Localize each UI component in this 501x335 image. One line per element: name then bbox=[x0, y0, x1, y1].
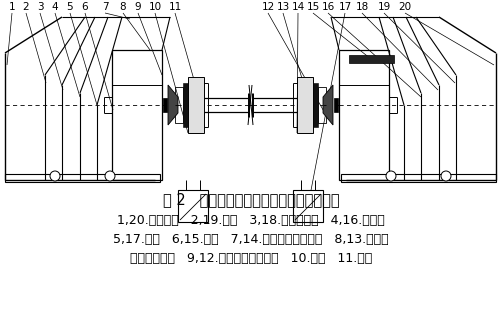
Text: 9: 9 bbox=[135, 2, 141, 12]
Text: 7: 7 bbox=[102, 2, 108, 12]
Text: 4: 4 bbox=[52, 2, 58, 12]
Text: 17: 17 bbox=[338, 2, 352, 12]
Text: 11: 11 bbox=[168, 2, 182, 12]
Text: 2: 2 bbox=[23, 2, 30, 12]
Text: 1,20.轨道轮架   2,19.轨道   3,18.进卸料风箱   4,16.钢丝绳: 1,20.轨道轮架 2,19.轨道 3,18.进卸料风箱 4,16.钢丝绳 bbox=[117, 214, 385, 227]
Bar bbox=[112, 50, 162, 180]
Bar bbox=[188, 77, 204, 133]
Text: 端石墨密封环   9,12.进出料端锥面动环   10.链轮   11.炉管: 端石墨密封环 9,12.进出料端锥面动环 10.链轮 11.炉管 bbox=[130, 252, 372, 265]
Bar bbox=[183, 83, 188, 127]
Bar bbox=[349, 55, 394, 63]
Text: 5,17.重锤   6,15.滚轮   7,14.进出料端锥面静环   8,13.进出料: 5,17.重锤 6,15.滚轮 7,14.进出料端锥面静环 8,13.进出料 bbox=[113, 233, 389, 246]
Text: 15: 15 bbox=[307, 2, 320, 12]
Circle shape bbox=[105, 171, 115, 181]
Bar bbox=[293, 190, 323, 222]
Text: 10: 10 bbox=[148, 2, 161, 12]
Text: 14: 14 bbox=[292, 2, 305, 12]
Text: 6: 6 bbox=[82, 2, 88, 12]
Text: 5: 5 bbox=[67, 2, 73, 12]
Bar bbox=[297, 77, 313, 133]
Bar bbox=[318, 87, 326, 123]
Text: 16: 16 bbox=[321, 2, 335, 12]
Bar bbox=[313, 83, 318, 127]
Polygon shape bbox=[323, 85, 333, 125]
Text: 18: 18 bbox=[355, 2, 369, 12]
Circle shape bbox=[50, 171, 60, 181]
Circle shape bbox=[441, 171, 451, 181]
Bar bbox=[339, 50, 389, 180]
Text: 13: 13 bbox=[277, 2, 290, 12]
Text: 19: 19 bbox=[377, 2, 391, 12]
Text: 8: 8 bbox=[120, 2, 126, 12]
Text: 图 2   重锤式自补偿动密封装置总体示意图: 图 2 重锤式自补偿动密封装置总体示意图 bbox=[163, 192, 339, 207]
Bar bbox=[178, 190, 208, 222]
Bar bbox=[341, 174, 496, 182]
Bar bbox=[163, 98, 167, 112]
Text: 1: 1 bbox=[9, 2, 16, 12]
Text: 20: 20 bbox=[398, 2, 411, 12]
Text: 3: 3 bbox=[37, 2, 43, 12]
Text: 12: 12 bbox=[262, 2, 275, 12]
Bar bbox=[334, 98, 338, 112]
Bar bbox=[5, 174, 160, 182]
Polygon shape bbox=[168, 85, 178, 125]
Bar bbox=[175, 87, 183, 123]
Circle shape bbox=[386, 171, 396, 181]
